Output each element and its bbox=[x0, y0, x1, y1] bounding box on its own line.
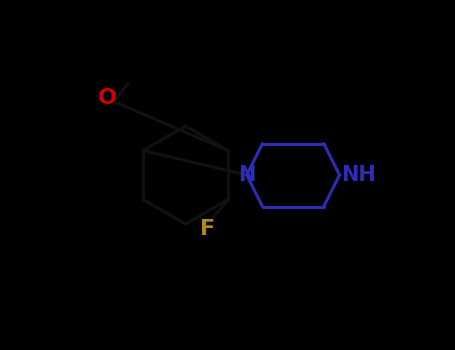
Text: F: F bbox=[200, 218, 216, 239]
Text: O: O bbox=[98, 88, 117, 108]
Text: N: N bbox=[238, 165, 255, 185]
Text: NH: NH bbox=[341, 165, 376, 185]
